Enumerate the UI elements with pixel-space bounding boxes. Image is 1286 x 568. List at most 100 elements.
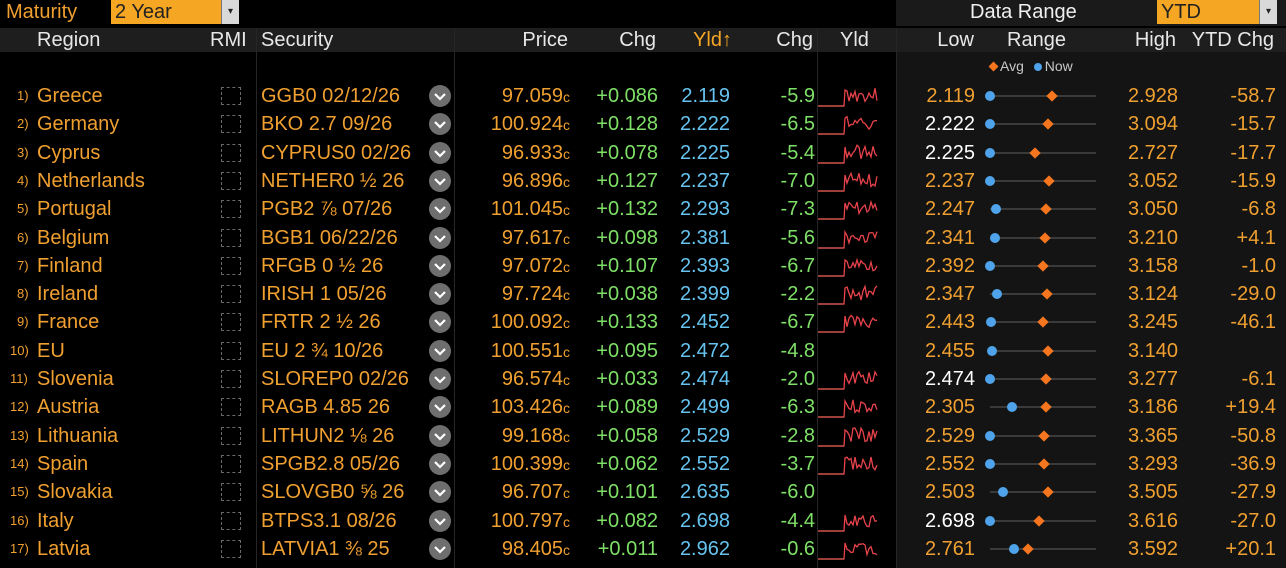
rmi-checkbox[interactable]: [221, 398, 241, 417]
table-row[interactable]: 10) EU EU 2 ¾ 10/26 100.551c +0.095 2.472 -4.8…: [0, 337, 1286, 365]
security-name[interactable]: FRTR 2 ½ 26: [261, 311, 381, 334]
chevron-down-icon[interactable]: [429, 452, 451, 475]
chevron-down-icon[interactable]: [429, 537, 451, 560]
rmi-checkbox[interactable]: [221, 313, 241, 332]
security-name[interactable]: RAGB 4.85 26: [261, 396, 390, 419]
rmi-checkbox[interactable]: [221, 454, 241, 473]
chevron-down-icon[interactable]: [429, 198, 451, 221]
col-rmi[interactable]: RMI: [210, 29, 247, 51]
region-name[interactable]: France: [37, 311, 100, 334]
table-row[interactable]: 6) Belgium BGB1 06/22/26 97.617c +0.098 2.381…: [0, 224, 1286, 252]
security-name[interactable]: RFGB 0 ½ 26: [261, 254, 384, 277]
rmi-checkbox[interactable]: [221, 370, 241, 388]
rmi-checkbox[interactable]: [221, 426, 241, 445]
chevron-down-icon[interactable]: [429, 113, 451, 136]
region-name[interactable]: Spain: [37, 452, 89, 475]
region-name[interactable]: Austria: [37, 396, 100, 419]
chevron-down-icon[interactable]: [429, 254, 451, 277]
col-chg[interactable]: Chg: [619, 29, 656, 51]
region-name[interactable]: Cyprus: [37, 141, 101, 164]
chevron-down-icon[interactable]: ▾: [1259, 0, 1277, 24]
rmi-checkbox[interactable]: [221, 143, 241, 162]
col-high[interactable]: High: [1134, 29, 1176, 51]
security-name[interactable]: BGB1 06/22/26: [261, 226, 398, 249]
col-yld-chg[interactable]: Chg: [776, 29, 813, 51]
chevron-down-icon[interactable]: [429, 226, 451, 249]
chevron-down-icon[interactable]: [429, 141, 451, 164]
table-row[interactable]: 1) Greece GGB0 02/12/26 97.059c +0.086 2.119 -…: [0, 82, 1286, 110]
table-row[interactable]: 2) Germany BKO 2.7 09/26 100.924c +0.128 2.22…: [0, 110, 1286, 138]
maturity-dropdown[interactable]: 2 Year ▾: [111, 0, 239, 24]
col-low[interactable]: Low: [937, 29, 974, 51]
table-row[interactable]: 5) Portugal PGB2 ⅞ 07/26 101.045c +0.132 2.29…: [0, 195, 1286, 223]
col-yld-sparkline[interactable]: Yld: [840, 29, 869, 51]
chevron-down-icon[interactable]: [429, 339, 451, 362]
chevron-down-icon[interactable]: [429, 283, 451, 306]
col-security[interactable]: Security: [261, 29, 334, 51]
security-name[interactable]: CYPRUS0 02/26: [261, 141, 412, 164]
table-row[interactable]: 4) Netherlands NETHER0 ½ 26 96.896c +0.127 2.…: [0, 167, 1286, 195]
security-name[interactable]: LATVIA1 ⅜ 25: [261, 537, 390, 560]
region-name[interactable]: Portugal: [37, 198, 112, 221]
chevron-down-icon[interactable]: ▾: [221, 0, 239, 24]
rmi-checkbox[interactable]: [221, 285, 241, 304]
security-name[interactable]: EU 2 ¾ 10/26: [261, 339, 384, 362]
table-row[interactable]: 14) Spain SPGB2.8 05/26 100.399c +0.062 2.552…: [0, 450, 1286, 478]
chevron-down-icon[interactable]: [429, 481, 451, 504]
rmi-checkbox[interactable]: [221, 228, 241, 247]
security-name[interactable]: LITHUN2 ⅛ 26: [261, 424, 395, 447]
table-row[interactable]: 12) Austria RAGB 4.85 26 103.426c +0.089 2.49…: [0, 393, 1286, 421]
chevron-down-icon[interactable]: [429, 368, 451, 390]
col-price[interactable]: Price: [522, 29, 568, 51]
rmi-checkbox[interactable]: [221, 511, 241, 530]
rmi-checkbox[interactable]: [221, 483, 241, 502]
table-row[interactable]: 8) Ireland IRISH 1 05/26 97.724c +0.038 2.399…: [0, 280, 1286, 308]
region-name[interactable]: Germany: [37, 113, 120, 136]
region-name[interactable]: Lithuania: [37, 424, 119, 447]
region-name[interactable]: EU: [37, 339, 65, 362]
rmi-checkbox[interactable]: [221, 171, 241, 190]
security-name[interactable]: SLOVGB0 ⅝ 26: [261, 481, 405, 504]
region-name[interactable]: Italy: [37, 509, 74, 532]
col-region[interactable]: Region: [37, 29, 101, 51]
region-name[interactable]: Belgium: [37, 226, 110, 249]
chevron-down-icon[interactable]: [429, 396, 451, 419]
rmi-checkbox[interactable]: [221, 256, 241, 275]
table-row[interactable]: 15) Slovakia SLOVGB0 ⅝ 26 96.707c +0.101 2.63…: [0, 478, 1286, 506]
chevron-down-icon[interactable]: [429, 424, 451, 447]
region-name[interactable]: Ireland: [37, 283, 99, 306]
security-name[interactable]: SLOREP0 02/26: [261, 368, 409, 390]
table-row[interactable]: 16) Italy BTPS3.1 08/26 100.797c +0.082 2.698…: [0, 507, 1286, 535]
rmi-checkbox[interactable]: [221, 115, 241, 134]
rmi-checkbox[interactable]: [221, 539, 241, 558]
security-name[interactable]: BTPS3.1 08/26: [261, 509, 397, 532]
region-name[interactable]: Greece: [37, 85, 103, 107]
table-row[interactable]: 7) Finland RFGB 0 ½ 26 97.072c +0.107 2.393 -6…: [0, 252, 1286, 280]
security-name[interactable]: PGB2 ⅞ 07/26: [261, 198, 393, 221]
chevron-down-icon[interactable]: [429, 509, 451, 532]
table-row[interactable]: 13) Lithuania LITHUN2 ⅛ 26 99.168c +0.058 2.5…: [0, 422, 1286, 450]
table-row[interactable]: 17) Latvia LATVIA1 ⅜ 25 98.405c +0.011 2.962 -…: [0, 535, 1286, 563]
chevron-down-icon[interactable]: [429, 311, 451, 334]
table-row[interactable]: 11) Slovenia SLOREP0 02/26 96.574c +0.033 2.4…: [0, 365, 1286, 393]
table-row[interactable]: 3) Cyprus CYPRUS0 02/26 96.933c +0.078 2.225 -…: [0, 139, 1286, 167]
col-range[interactable]: Range: [1007, 29, 1066, 51]
region-name[interactable]: Netherlands: [37, 169, 145, 192]
rmi-checkbox[interactable]: [221, 200, 241, 219]
chevron-down-icon[interactable]: [429, 169, 451, 192]
rmi-checkbox[interactable]: [221, 87, 241, 105]
rmi-checkbox[interactable]: [221, 341, 241, 360]
security-name[interactable]: NETHER0 ½ 26: [261, 169, 405, 192]
security-name[interactable]: IRISH 1 05/26: [261, 283, 387, 306]
region-name[interactable]: Finland: [37, 254, 103, 277]
col-ytd-chg[interactable]: YTD Chg: [1191, 29, 1274, 51]
region-name[interactable]: Slovenia: [37, 368, 114, 390]
table-row[interactable]: 9) France FRTR 2 ½ 26 100.092c +0.133 2.452 -6…: [0, 308, 1286, 336]
region-name[interactable]: Latvia: [37, 537, 91, 560]
data-range-dropdown[interactable]: YTD ▾: [1157, 0, 1277, 24]
security-name[interactable]: GGB0 02/12/26: [261, 85, 400, 107]
security-name[interactable]: BKO 2.7 09/26: [261, 113, 393, 136]
region-name[interactable]: Slovakia: [37, 481, 113, 504]
chevron-down-icon[interactable]: [429, 85, 451, 107]
security-name[interactable]: SPGB2.8 05/26: [261, 452, 400, 475]
